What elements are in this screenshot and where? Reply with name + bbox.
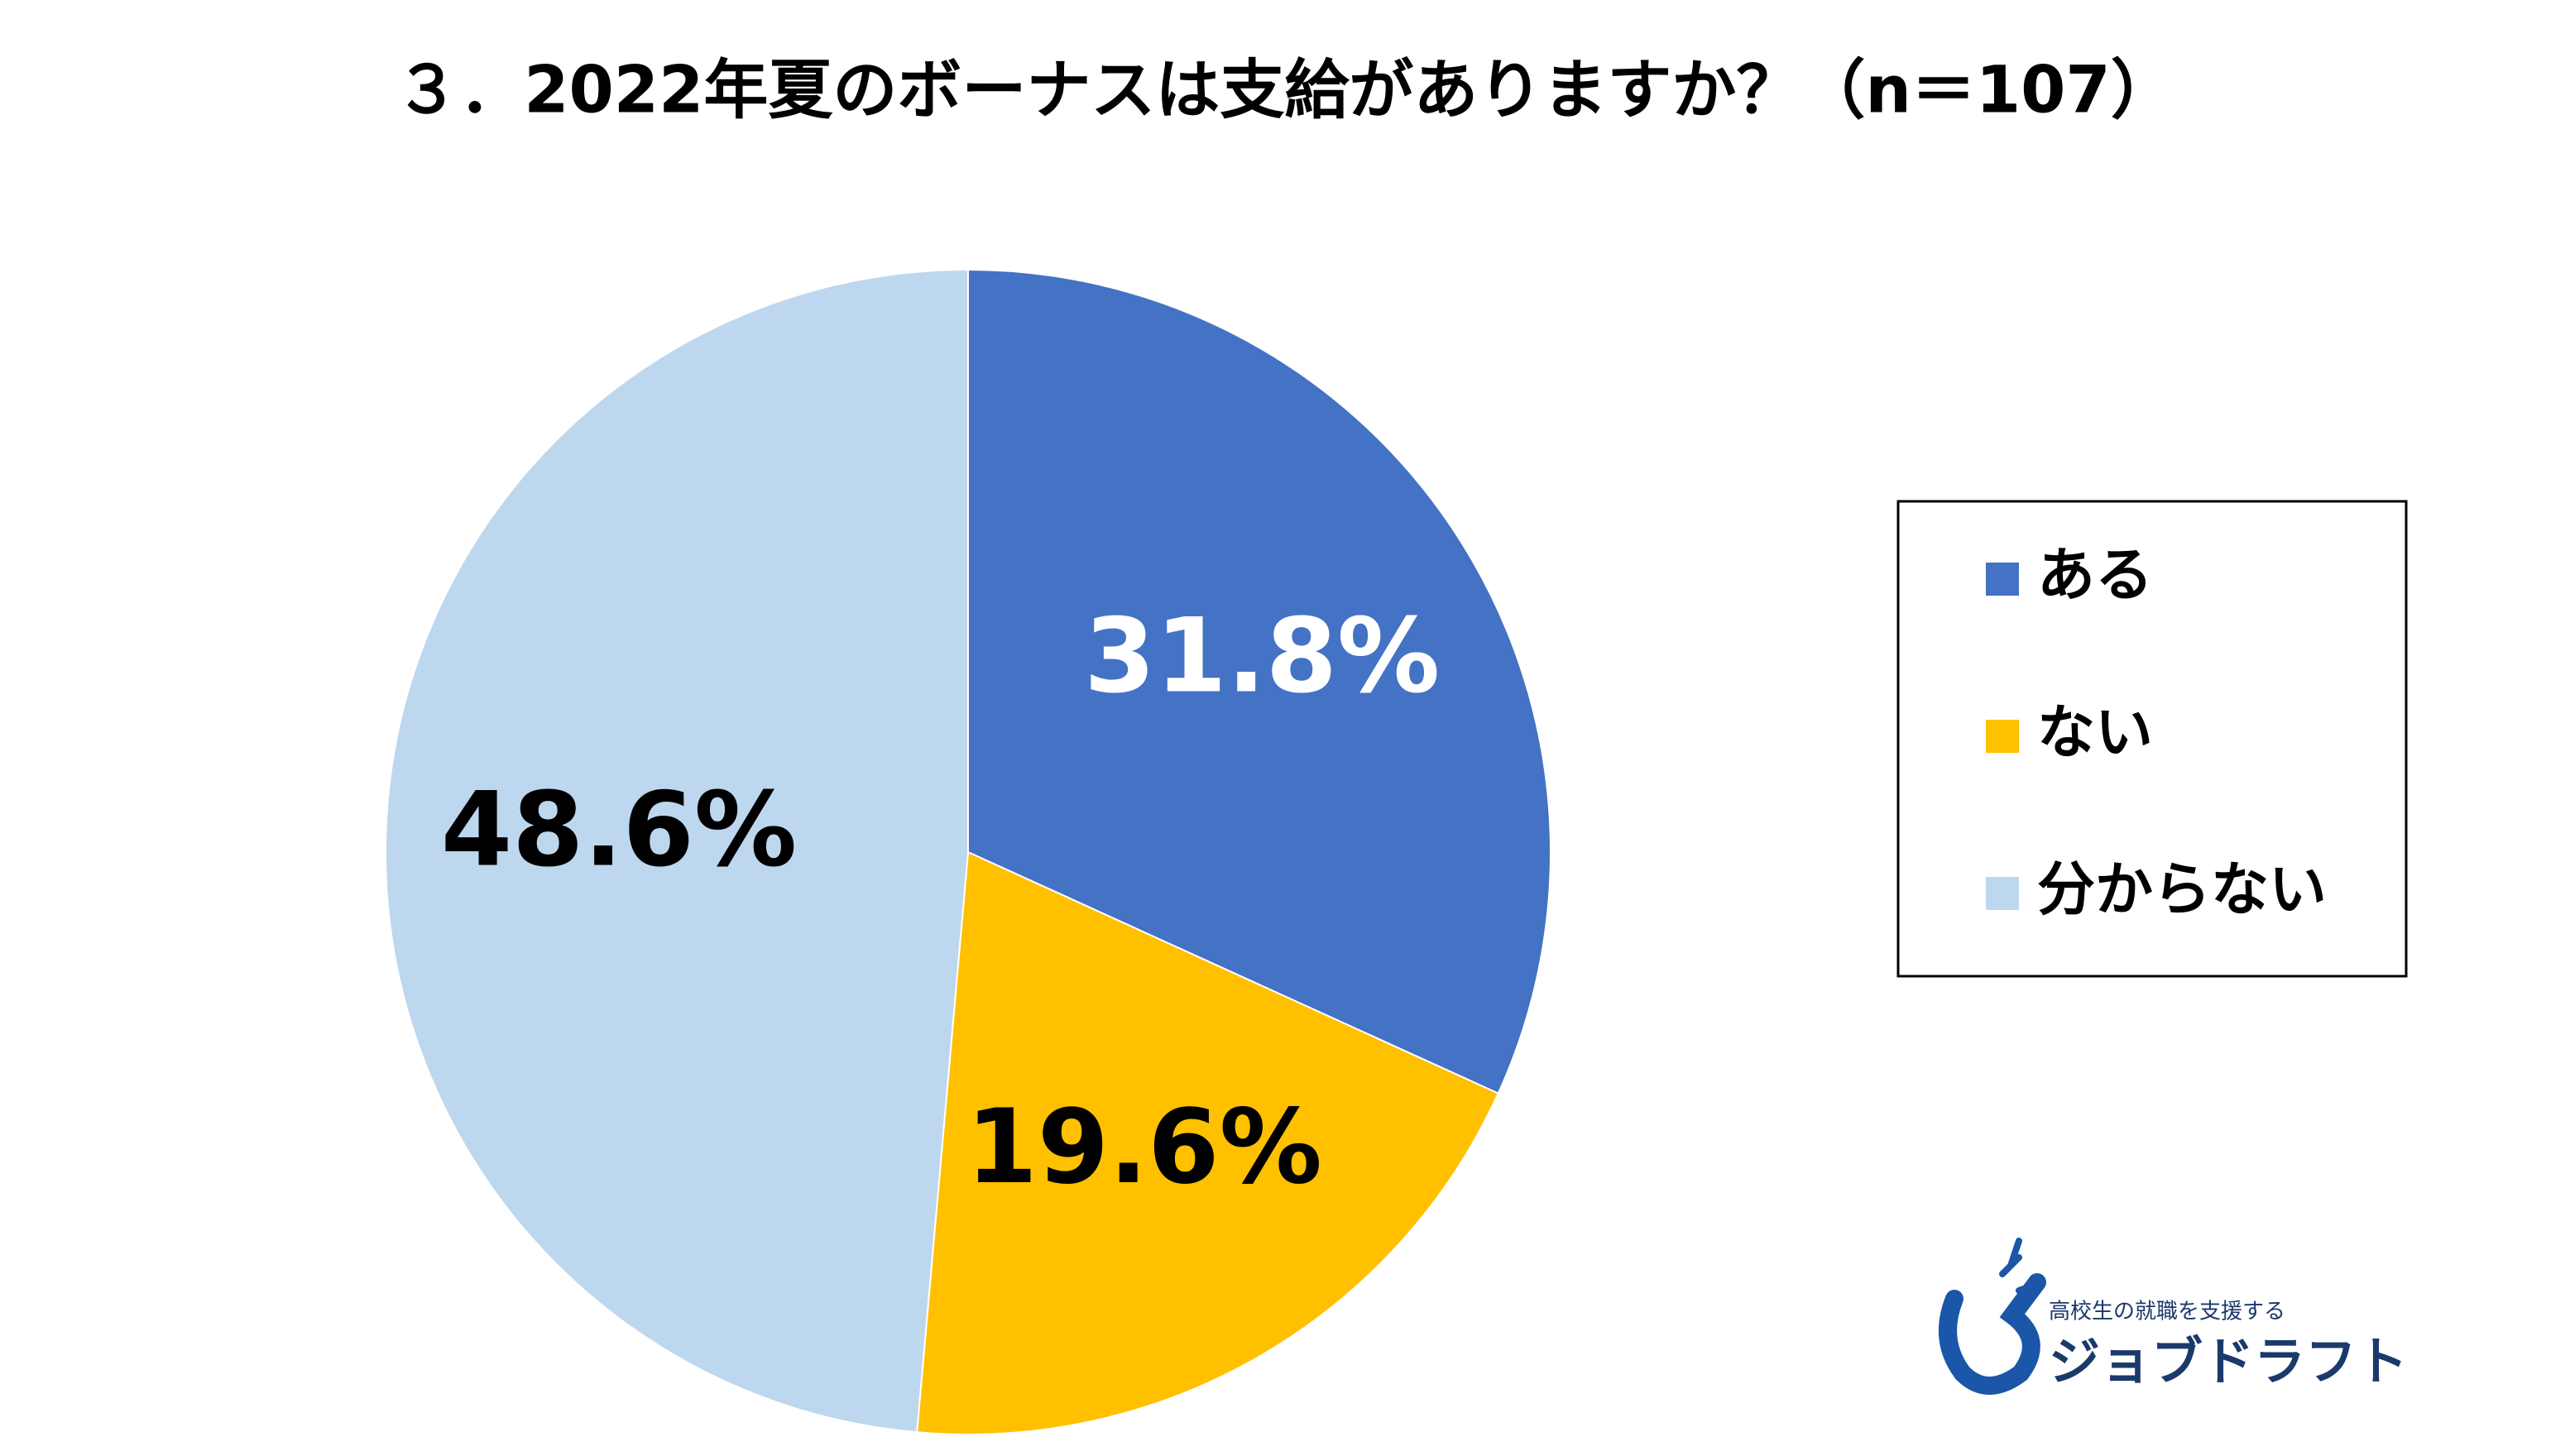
legend-label: ない xyxy=(2037,698,2153,766)
legend-label: 分からない xyxy=(2037,855,2327,923)
logo-tagline: 高校生の就職を支援する xyxy=(2049,1300,2285,1324)
legend-swatch xyxy=(1986,720,2019,753)
legend-swatch xyxy=(1986,563,2019,596)
logo: 高校生の就職を支援する ジョブドラフト xyxy=(1939,1238,2408,1395)
chart-title: ３．2022年夏のボーナスは支給がありますか？（n＝107） xyxy=(395,53,2174,127)
logo-name: ジョブドラフト xyxy=(2049,1331,2408,1391)
data-label: 19.6% xyxy=(966,1088,1322,1207)
pie-slice xyxy=(916,850,1500,1435)
data-label: 31.8% xyxy=(1084,597,1440,716)
legend-box xyxy=(1896,500,2408,978)
data-label: 48.6% xyxy=(441,771,797,890)
legend-swatch xyxy=(1986,877,2019,910)
pie-slice xyxy=(967,268,1551,1095)
logo-rays xyxy=(1999,1238,2045,1294)
legend-label: ある xyxy=(2037,541,2153,609)
pie-slice xyxy=(385,268,969,1434)
logo-icon xyxy=(1939,1273,2046,1395)
